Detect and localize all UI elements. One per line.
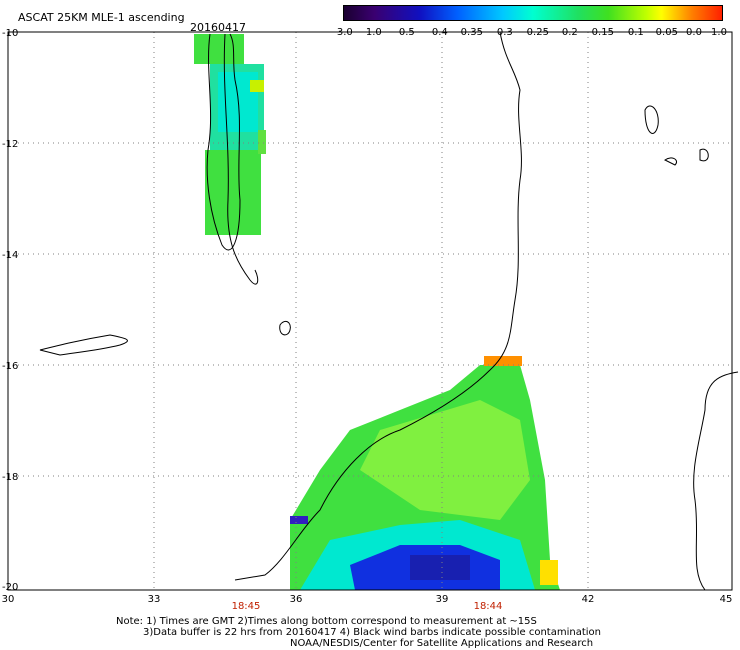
lat-label: -12 bbox=[2, 139, 19, 150]
lat-label: -18 bbox=[2, 472, 19, 483]
coastline bbox=[39, 31, 739, 591]
lon-label: 33 bbox=[147, 594, 161, 605]
gridlines bbox=[8, 32, 732, 590]
pass-time: 18:45 bbox=[231, 601, 261, 612]
lat-label: -16 bbox=[2, 361, 19, 372]
lat-label: -14 bbox=[2, 250, 19, 261]
note-line: 3)Data buffer is 22 hrs from 20160417 4)… bbox=[143, 627, 601, 638]
map-frame bbox=[7, 31, 733, 591]
credit-line: NOAA/NESDIS/Center for Satellite Applica… bbox=[290, 638, 594, 649]
lon-label: 30 bbox=[1, 594, 15, 605]
lon-label: 36 bbox=[289, 594, 303, 605]
lon-label: 45 bbox=[719, 594, 733, 605]
swath-north bbox=[194, 34, 266, 235]
note-line: Note: 1) Times are GMT 2)Times along bot… bbox=[116, 616, 537, 627]
lat-label: -10 bbox=[2, 28, 19, 39]
pass-time: 18:44 bbox=[473, 601, 503, 612]
map-date: 20160417 bbox=[190, 21, 246, 34]
lat-label: -20 bbox=[2, 582, 19, 593]
map-title: ASCAT 25KM MLE-1 ascending bbox=[18, 11, 185, 24]
colorbar bbox=[343, 5, 723, 21]
lon-label: 42 bbox=[581, 594, 595, 605]
swath-south bbox=[290, 356, 560, 590]
lon-label: 39 bbox=[435, 594, 449, 605]
